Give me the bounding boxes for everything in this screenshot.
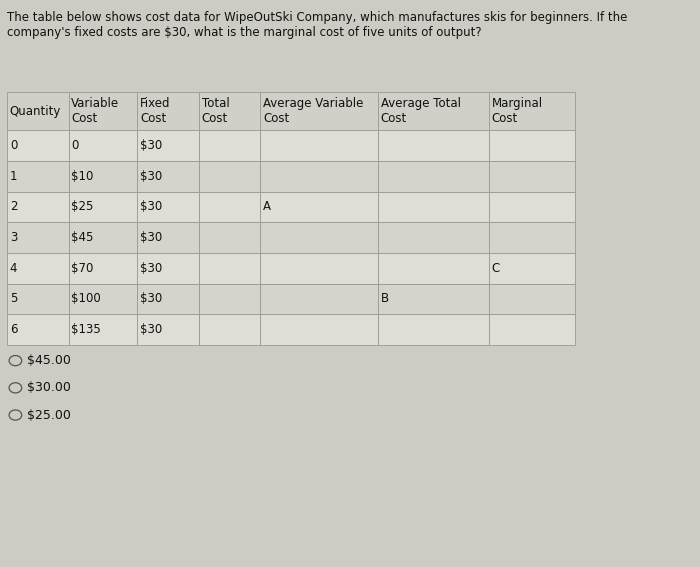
Bar: [69, 130, 137, 161]
Text: 1: 1: [10, 170, 18, 183]
Text: Marginal
Cost: Marginal Cost: [491, 97, 542, 125]
Bar: [69, 284, 137, 314]
Text: 0: 0: [71, 139, 79, 152]
Bar: [7, 253, 69, 284]
Text: Average Total
Cost: Average Total Cost: [381, 97, 461, 125]
Text: Average Variable
Cost: Average Variable Cost: [263, 97, 363, 125]
Bar: [199, 92, 260, 130]
Bar: [69, 192, 137, 222]
Bar: [137, 92, 199, 130]
Text: Fixed
Cost: Fixed Cost: [140, 97, 171, 125]
Bar: [7, 314, 69, 345]
Text: The table below shows cost data for WipeOutSki Company, which manufactures skis : The table below shows cost data for Wipe…: [7, 11, 627, 24]
Text: company's fixed costs are $30, what is the marginal cost of five units of output: company's fixed costs are $30, what is t…: [7, 26, 482, 39]
Bar: [137, 284, 199, 314]
Bar: [69, 222, 137, 253]
Bar: [69, 253, 137, 284]
Bar: [199, 192, 260, 222]
Bar: [7, 161, 69, 192]
Text: $10: $10: [71, 170, 94, 183]
Text: $30: $30: [140, 139, 162, 152]
Bar: [489, 161, 575, 192]
Text: Total
Cost: Total Cost: [202, 97, 230, 125]
Text: Quantity: Quantity: [10, 105, 61, 117]
Bar: [137, 130, 199, 161]
Text: 0: 0: [10, 139, 18, 152]
Bar: [260, 253, 378, 284]
Bar: [489, 284, 575, 314]
Bar: [378, 253, 489, 284]
Bar: [7, 284, 69, 314]
Bar: [489, 314, 575, 345]
Bar: [260, 92, 378, 130]
Bar: [489, 253, 575, 284]
Bar: [199, 130, 260, 161]
Text: $100: $100: [71, 293, 101, 305]
Bar: [260, 192, 378, 222]
Bar: [69, 161, 137, 192]
Text: $30: $30: [140, 323, 162, 336]
Text: 2: 2: [10, 201, 18, 213]
Bar: [137, 192, 199, 222]
Text: A: A: [263, 201, 271, 213]
Bar: [378, 314, 489, 345]
Bar: [378, 130, 489, 161]
Text: Variable
Cost: Variable Cost: [71, 97, 120, 125]
Text: C: C: [491, 262, 500, 274]
Text: $30: $30: [140, 262, 162, 274]
Bar: [7, 130, 69, 161]
Bar: [137, 161, 199, 192]
Text: 6: 6: [10, 323, 18, 336]
Bar: [378, 92, 489, 130]
Text: 3: 3: [10, 231, 18, 244]
Text: $135: $135: [71, 323, 101, 336]
Text: $30: $30: [140, 231, 162, 244]
Bar: [69, 314, 137, 345]
Bar: [199, 253, 260, 284]
Bar: [489, 222, 575, 253]
Bar: [199, 314, 260, 345]
Text: $70: $70: [71, 262, 94, 274]
Bar: [199, 161, 260, 192]
Bar: [378, 284, 489, 314]
Bar: [378, 192, 489, 222]
Text: 4: 4: [10, 262, 18, 274]
Text: $30: $30: [140, 293, 162, 305]
Bar: [260, 130, 378, 161]
Bar: [260, 222, 378, 253]
Text: $25: $25: [71, 201, 94, 213]
Bar: [199, 284, 260, 314]
Text: $30: $30: [140, 170, 162, 183]
Bar: [489, 92, 575, 130]
Bar: [260, 314, 378, 345]
Bar: [378, 161, 489, 192]
Bar: [378, 222, 489, 253]
Text: $45.00: $45.00: [27, 354, 71, 367]
Text: $25.00: $25.00: [27, 409, 71, 421]
Bar: [7, 192, 69, 222]
Bar: [260, 284, 378, 314]
Bar: [137, 222, 199, 253]
Text: 5: 5: [10, 293, 18, 305]
Text: B: B: [381, 293, 389, 305]
Bar: [7, 222, 69, 253]
Bar: [69, 92, 137, 130]
Bar: [7, 92, 69, 130]
Bar: [199, 222, 260, 253]
Bar: [137, 253, 199, 284]
Bar: [260, 161, 378, 192]
Bar: [137, 314, 199, 345]
Text: $45: $45: [71, 231, 94, 244]
Bar: [489, 192, 575, 222]
Text: $30: $30: [140, 201, 162, 213]
Bar: [489, 130, 575, 161]
Text: $30.00: $30.00: [27, 382, 71, 394]
